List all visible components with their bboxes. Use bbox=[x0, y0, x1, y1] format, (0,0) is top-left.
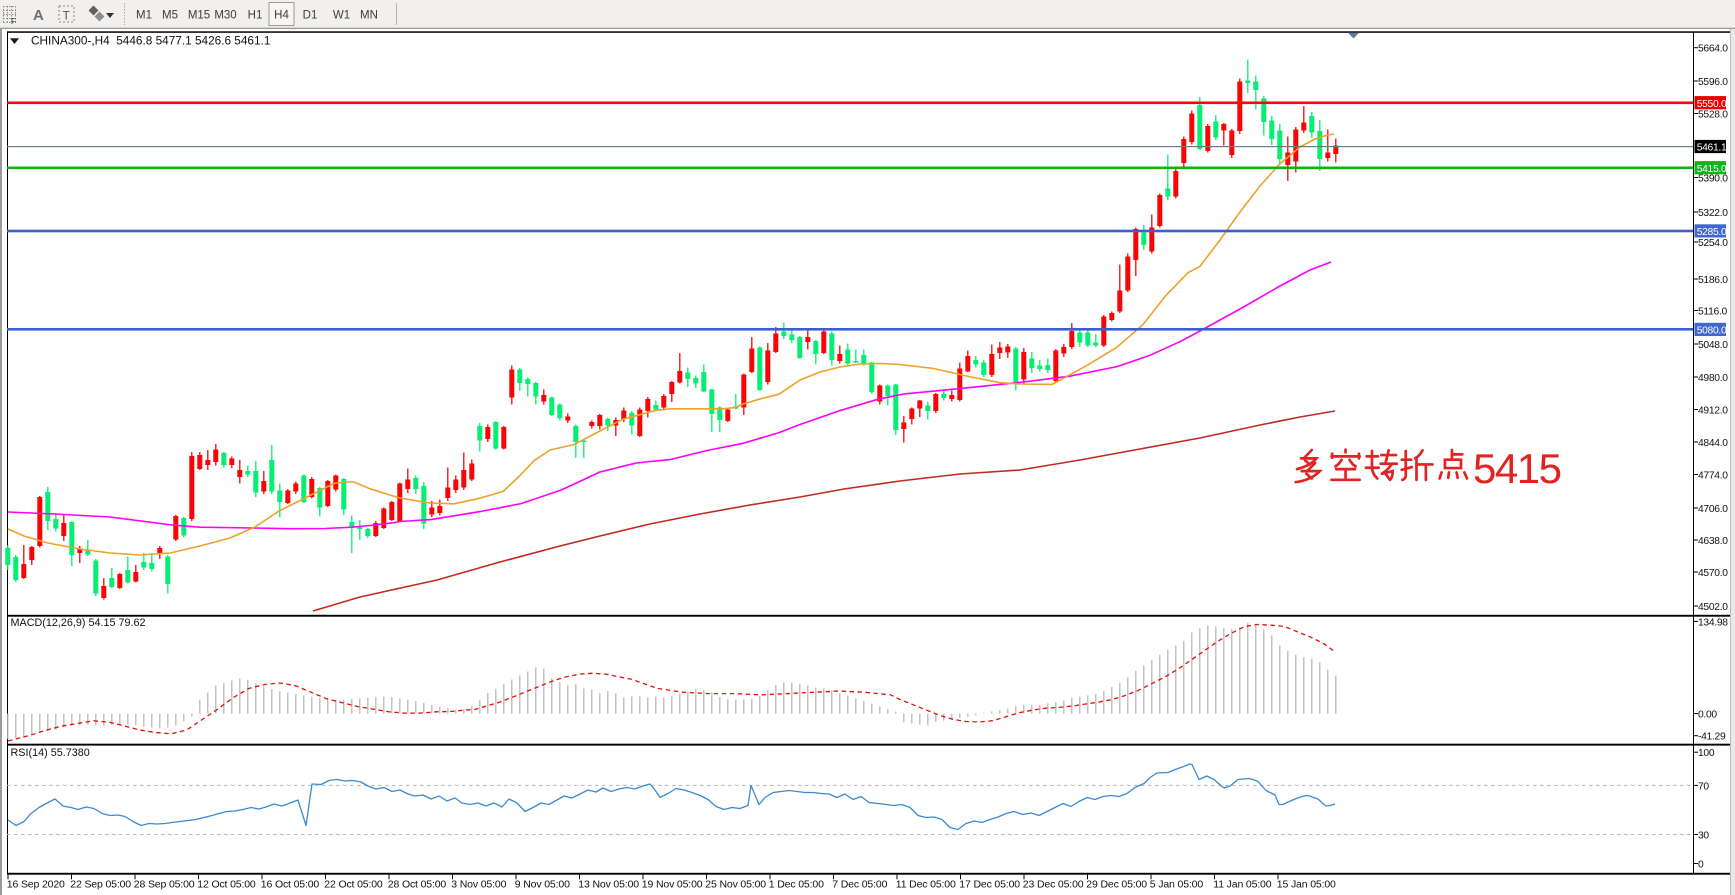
svg-text:9 Nov 05:00: 9 Nov 05:00 bbox=[515, 878, 570, 890]
svg-text:-41.29: -41.29 bbox=[1698, 732, 1726, 743]
svg-text:11 Dec 05:00: 11 Dec 05:00 bbox=[896, 878, 956, 890]
svg-text:T: T bbox=[63, 9, 71, 23]
svg-text:4502.0: 4502.0 bbox=[1698, 602, 1728, 613]
svg-text:H4: H4 bbox=[274, 9, 289, 21]
svg-text:M5: M5 bbox=[162, 9, 178, 21]
svg-text:D1: D1 bbox=[303, 9, 318, 21]
svg-text:22 Oct 05:00: 22 Oct 05:00 bbox=[324, 878, 383, 890]
svg-text:0.00: 0.00 bbox=[1698, 710, 1717, 721]
svg-text:5415: 5415 bbox=[1473, 445, 1561, 492]
svg-text:5116.0: 5116.0 bbox=[1698, 307, 1728, 318]
svg-text:30: 30 bbox=[1698, 831, 1709, 842]
svg-text:100: 100 bbox=[1698, 748, 1715, 759]
svg-text:4570.0: 4570.0 bbox=[1698, 568, 1728, 579]
svg-text:F: F bbox=[11, 17, 16, 26]
svg-text:W1: W1 bbox=[333, 9, 350, 21]
svg-text:M1: M1 bbox=[136, 9, 152, 21]
svg-text:4844.0: 4844.0 bbox=[1698, 438, 1728, 449]
svg-text:5254.0: 5254.0 bbox=[1698, 238, 1728, 249]
svg-text:5390.0: 5390.0 bbox=[1698, 174, 1728, 185]
svg-text:5528.0: 5528.0 bbox=[1698, 110, 1728, 121]
svg-text:5 Jan 05:00: 5 Jan 05:00 bbox=[1150, 878, 1204, 890]
svg-text:5186.0: 5186.0 bbox=[1698, 275, 1728, 286]
svg-text:4774.0: 4774.0 bbox=[1698, 471, 1728, 482]
svg-text:19 Nov 05:00: 19 Nov 05:00 bbox=[642, 878, 703, 890]
svg-text:134.98: 134.98 bbox=[1698, 617, 1728, 628]
svg-text:RSI(14) 55.7380: RSI(14) 55.7380 bbox=[11, 747, 90, 759]
svg-text:16 Oct 05:00: 16 Oct 05:00 bbox=[261, 878, 320, 890]
svg-text:28 Oct 05:00: 28 Oct 05:00 bbox=[388, 878, 447, 890]
svg-text:5664.0: 5664.0 bbox=[1698, 44, 1728, 55]
svg-text:CHINA300-,H4 5446.8 5477.1 54: CHINA300-,H4 5446.8 5477.1 5426.6 5461.1 bbox=[31, 33, 270, 47]
svg-text:7 Dec 05:00: 7 Dec 05:00 bbox=[832, 878, 887, 890]
svg-text:16 Sep 2020: 16 Sep 2020 bbox=[7, 878, 65, 890]
svg-text:A: A bbox=[33, 7, 44, 24]
svg-text:MACD(12,26,9) 54.15 79.62: MACD(12,26,9) 54.15 79.62 bbox=[11, 617, 146, 629]
svg-text:4912.0: 4912.0 bbox=[1698, 406, 1728, 417]
svg-text:4980.0: 4980.0 bbox=[1698, 373, 1728, 384]
svg-text:15 Jan 05:00: 15 Jan 05:00 bbox=[1277, 878, 1336, 890]
svg-text:5285.0: 5285.0 bbox=[1697, 227, 1727, 238]
svg-text:1 Dec 05:00: 1 Dec 05:00 bbox=[769, 878, 824, 890]
svg-text:5322.0: 5322.0 bbox=[1698, 208, 1728, 219]
svg-text:5596.0: 5596.0 bbox=[1698, 77, 1728, 88]
svg-text:5550.0: 5550.0 bbox=[1697, 99, 1727, 110]
svg-text:3 Nov 05:00: 3 Nov 05:00 bbox=[451, 878, 506, 890]
svg-text:23 Dec 05:00: 23 Dec 05:00 bbox=[1023, 878, 1084, 890]
svg-text:12 Oct 05:00: 12 Oct 05:00 bbox=[197, 878, 256, 890]
svg-text:5415.0: 5415.0 bbox=[1697, 164, 1727, 175]
svg-text:M15: M15 bbox=[188, 9, 210, 21]
svg-text:H1: H1 bbox=[248, 9, 263, 21]
svg-text:0: 0 bbox=[1698, 860, 1704, 871]
svg-text:11 Jan 05:00: 11 Jan 05:00 bbox=[1213, 878, 1271, 890]
svg-text:28 Sep 05:00: 28 Sep 05:00 bbox=[134, 878, 195, 890]
svg-text:5461.1: 5461.1 bbox=[1697, 143, 1727, 154]
svg-text:5048.0: 5048.0 bbox=[1698, 340, 1728, 351]
svg-text:4706.0: 4706.0 bbox=[1698, 504, 1728, 515]
svg-text:4638.0: 4638.0 bbox=[1698, 536, 1728, 547]
svg-text:13 Nov 05:00: 13 Nov 05:00 bbox=[578, 878, 639, 890]
svg-text:5080.0: 5080.0 bbox=[1697, 326, 1727, 337]
svg-text:MN: MN bbox=[360, 9, 378, 21]
svg-text:17 Dec 05:00: 17 Dec 05:00 bbox=[959, 878, 1020, 890]
svg-text:29 Dec 05:00: 29 Dec 05:00 bbox=[1086, 878, 1147, 890]
svg-text:25 Nov 05:00: 25 Nov 05:00 bbox=[705, 878, 766, 890]
svg-text:M30: M30 bbox=[214, 9, 236, 21]
svg-text:22 Sep 05:00: 22 Sep 05:00 bbox=[70, 878, 131, 890]
svg-text:70: 70 bbox=[1698, 781, 1709, 792]
